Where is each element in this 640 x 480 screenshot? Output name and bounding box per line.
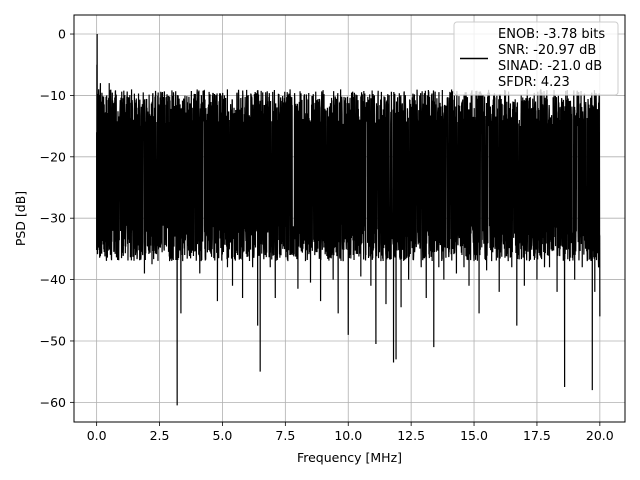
legend-entry-sfdr: SFDR: 4.23 [498,75,570,90]
legend-box [453,21,619,96]
ticks: 0.0 2.5 5.0 7.5 10.0 12.5 15.0 17.5 20.0 0 −10 −20 −… [40,27,614,443]
legend: ENOB: -3.78 bits SNR: -20.97 dB SINAD: -… [453,21,619,96]
y-tick-label: 0 [58,27,66,42]
y-tick-label: −30 [40,211,66,226]
x-tick-label: 12.5 [397,428,425,443]
x-tick-label: 20.0 [586,428,614,443]
series-layer [96,34,601,406]
x-tick-label: 2.5 [150,428,170,443]
x-tick-label: 17.5 [523,428,551,443]
x-tick-label: 7.5 [275,428,295,443]
x-tick-label: 0.0 [87,428,107,443]
y-tick-label: −40 [40,272,66,287]
y-tick-label: −50 [40,333,66,348]
y-tick-label: −10 [40,88,66,103]
x-axis-label: Frequency [MHz] [297,450,402,465]
y-tick-label: −60 [40,395,66,410]
x-tick-label: 5.0 [212,428,232,443]
y-axis-label: PSD [dB] [13,191,28,246]
psd-series-line [96,34,601,406]
legend-entry-snr: SNR: -20.97 dB [498,43,596,58]
legend-entry-enob: ENOB: -3.78 bits [498,27,605,42]
y-tick-label: −20 [40,149,66,164]
legend-entry-sinad: SINAD: -21.0 dB [498,59,602,74]
x-tick-label: 10.0 [334,428,362,443]
x-tick-label: 15.0 [460,428,488,443]
